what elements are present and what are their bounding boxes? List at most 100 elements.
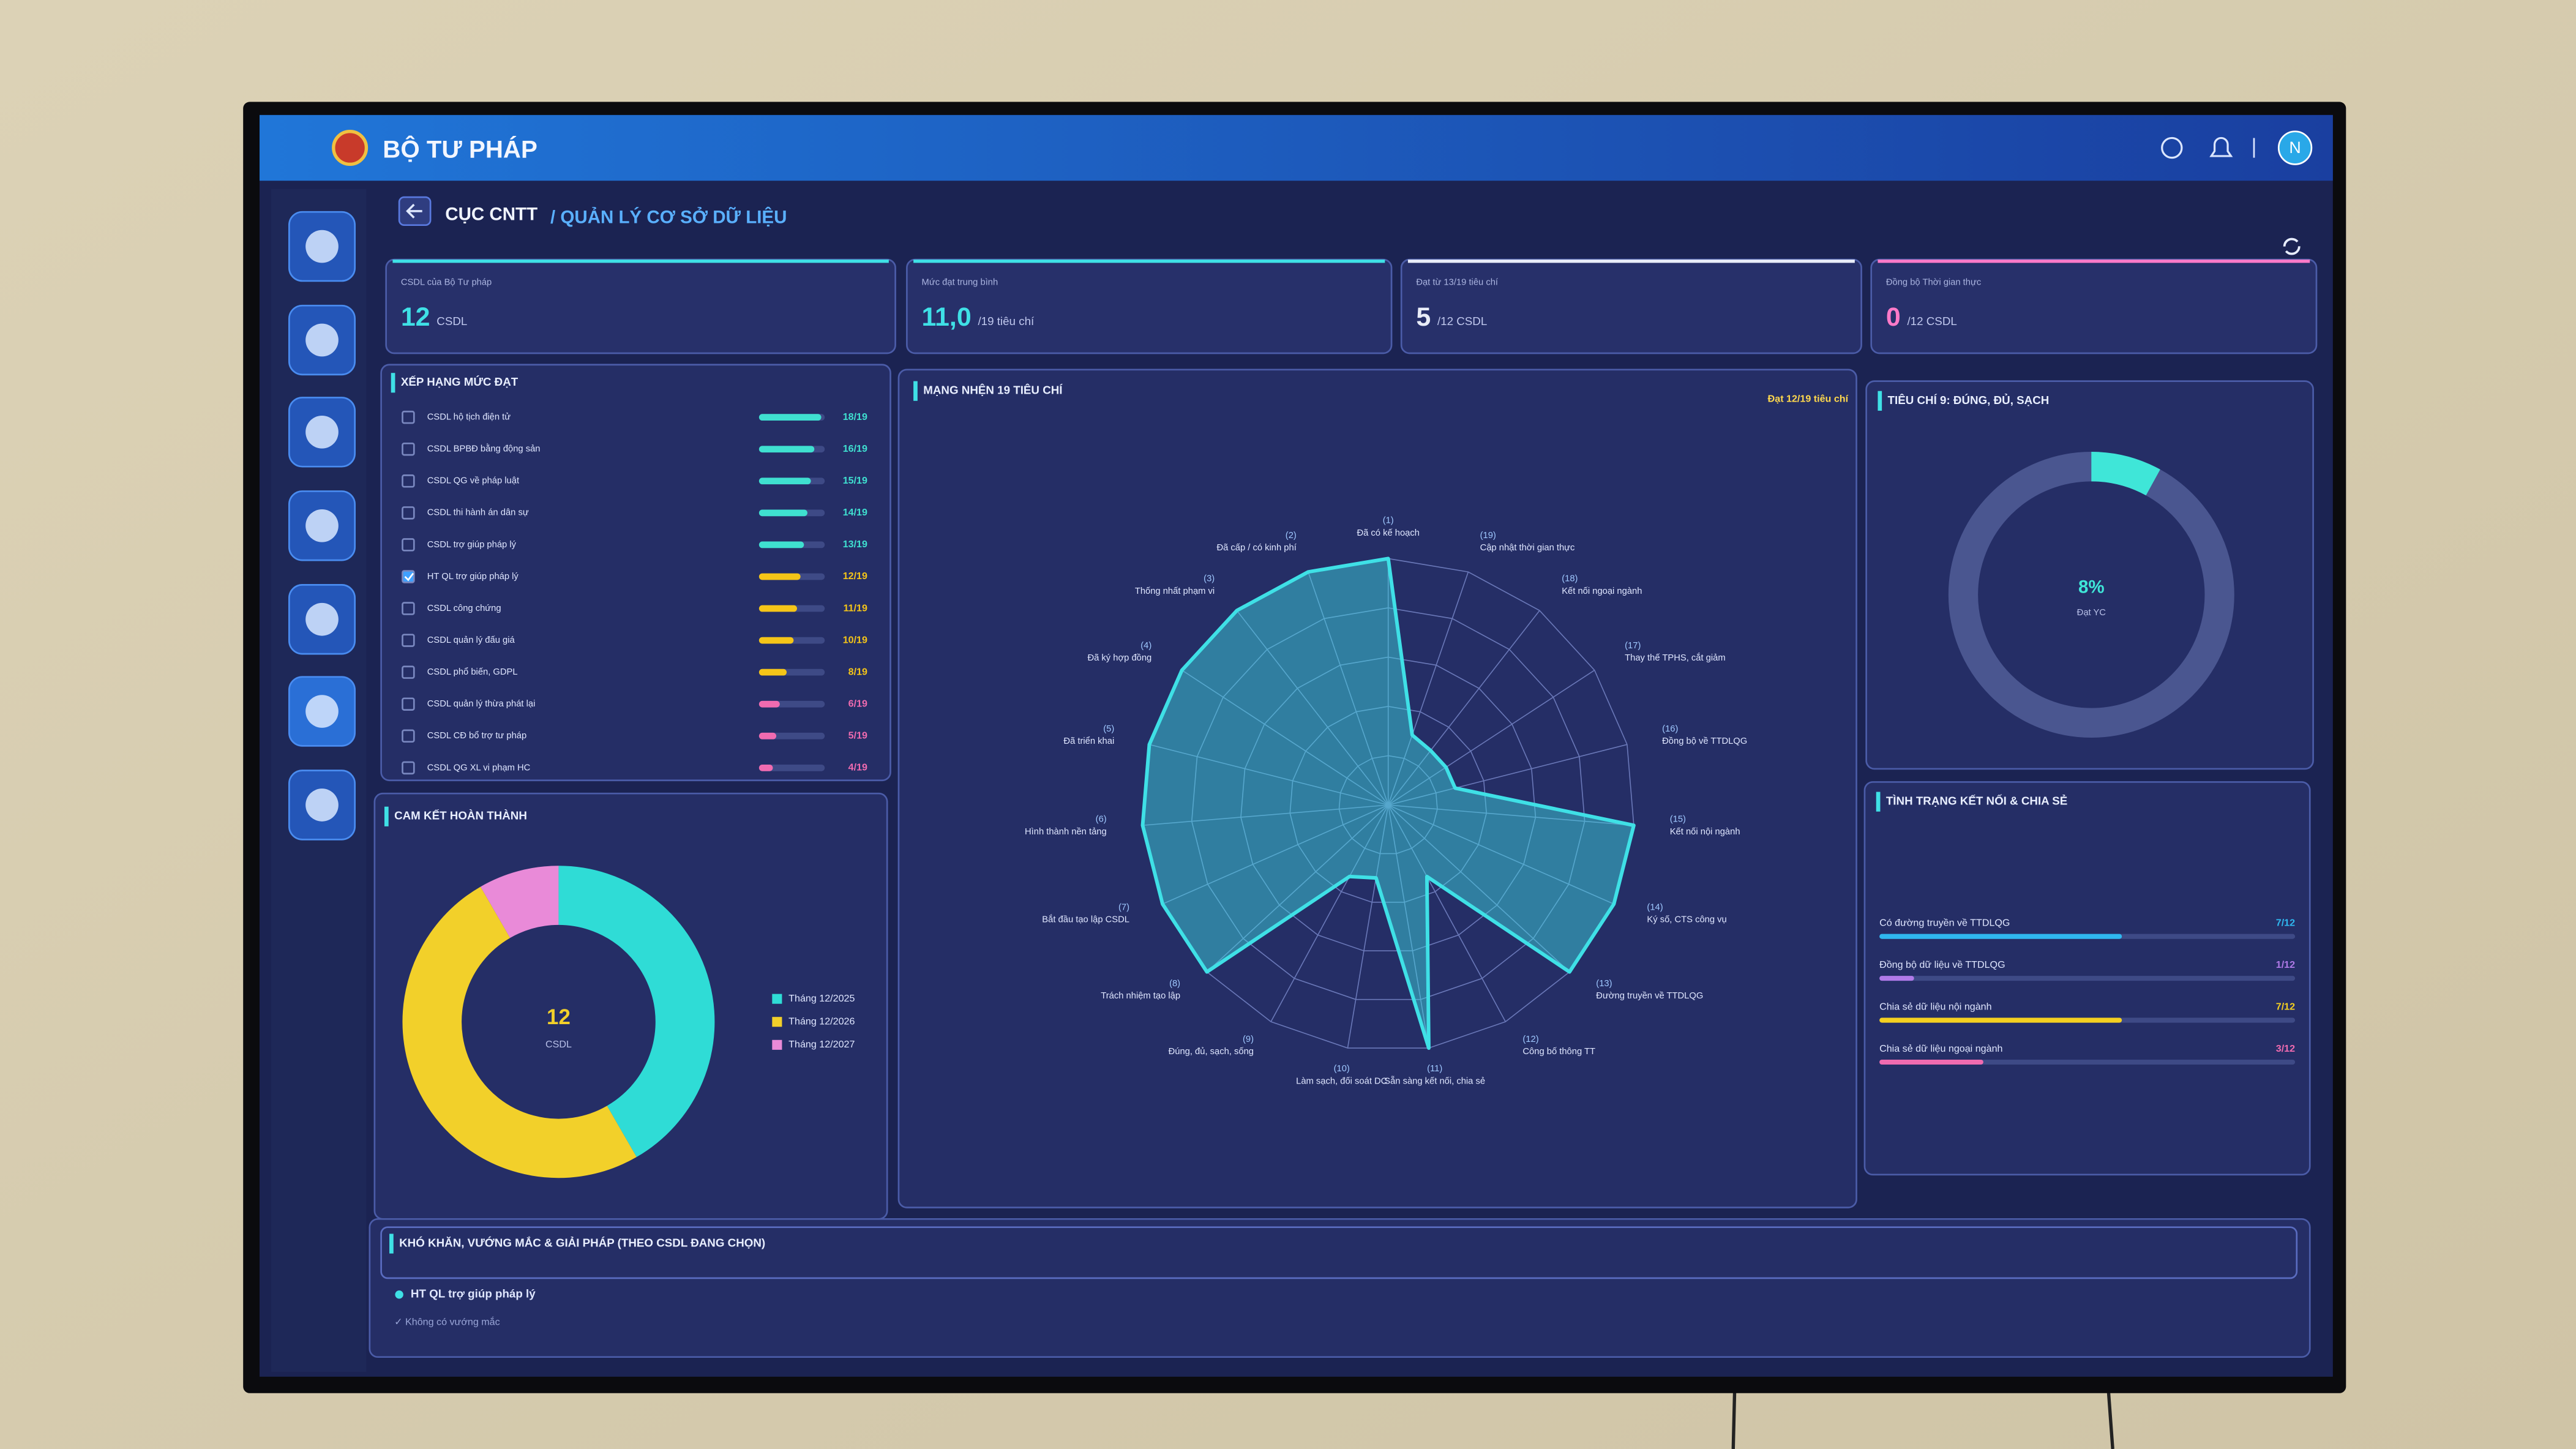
row-name: CSDL QG XL vi phạm HC [427,763,531,773]
row-name: CSDL QG về pháp luật [427,476,519,486]
back-arrow [406,203,422,219]
spoke [1388,610,1540,806]
axis-label: Đã ký hợp đồng [1087,653,1151,663]
stat-value: 0 [1886,302,1901,332]
legend-swatch [772,1039,782,1050]
donut-center-value: 12 [547,1005,571,1029]
grid-ring [1240,656,1537,952]
row-checkbox[interactable] [402,602,415,615]
axis-label: Cập nhật thời gian thực [1480,543,1575,553]
row-checkbox[interactable] [402,570,415,583]
row-checkbox[interactable] [402,474,415,488]
metric-name: Đồng bộ dữ liệu về TTDLQG [1879,959,2005,970]
metric-name: Chia sẻ dữ liệu ngoại ngành [1879,1043,2002,1054]
brand: BỘ TƯ PHÁP [383,135,537,163]
axis-code: (14) [1647,903,1663,913]
bar [758,477,811,485]
avatar[interactable] [2277,130,2313,165]
spoke [1387,804,1507,1022]
spoke [1387,571,1469,806]
help-icon[interactable] [2161,137,2183,159]
donut-segment [402,886,637,1178]
spoke [1162,804,1389,905]
axis-label: Đã có kế hoạch [1357,528,1420,538]
stat-card-accent [1878,260,2310,263]
axis-label: Đã triển khai [1063,736,1114,746]
value-label: 13/19 [843,539,867,550]
spoke [1142,804,1388,826]
panel-title: MẠNG NHỆN 19 TIÊU CHÍ [923,384,1063,397]
issue-note: ✓ Không có vướng mắc [394,1316,500,1328]
legend-swatch [772,1017,782,1027]
spoke [1388,744,1628,806]
top-bar [260,114,2333,181]
row-name: CSDL phổ biến, GDPL [427,667,518,677]
stat-label: Đồng bộ Thời gian thực [1886,277,1981,287]
row-checkbox[interactable] [402,729,415,743]
legend-label: Tháng 12/2027 [788,1039,855,1050]
title-accent [913,381,918,401]
nav-icon [305,509,339,542]
row-checkbox[interactable] [402,410,415,424]
bar [1879,1059,1983,1065]
spoke [1388,804,1614,905]
grid-ring [1289,706,1487,903]
issues-header-box [380,1226,2298,1279]
row-name: HT QL trợ giúp pháp lý [427,572,519,582]
bar [1879,934,2122,939]
stat-unit: /12 CSDL [1437,315,1487,328]
axis-label: Công bố thông TT [1522,1047,1595,1057]
panel-title: CAM KẾT HOÀN THÀNH [394,809,527,822]
stat-card-accent [913,260,1385,263]
logo [332,130,369,167]
axis-label: Đồng bộ về TTDLQG [1662,736,1747,746]
axis-label: Thống nhất phạm vi [1135,586,1215,596]
panel-title: XẾP HẠNG MỨC ĐẠT [401,375,519,388]
stat-label: CSDL của Bộ Tư pháp [401,277,492,287]
stat-label: Đạt từ 13/19 tiêu chí [1416,277,1499,287]
axis-code: (3) [1204,574,1215,584]
value-label: 1/12 [2276,959,2295,970]
radar-note: Đạt 12/19 tiêu chí [1768,393,1849,404]
row-checkbox[interactable] [402,697,415,711]
bar [758,414,822,421]
row-checkbox[interactable] [402,634,415,647]
row-name: CSDL quản lý đấu giá [427,635,515,645]
radar-area [1140,556,1636,1050]
axis-code: (2) [1286,531,1297,541]
bar [758,446,815,453]
stat-value: 12 [401,302,430,332]
bell-icon[interactable] [2209,137,2233,157]
row-checkbox[interactable] [402,538,415,552]
bar [758,732,777,739]
stat-unit: /12 CSDL [1907,315,1956,328]
axis-label: Kết nối nội ngành [1670,827,1740,837]
bar [758,764,773,771]
axis-code: (13) [1596,979,1612,989]
value-label: 14/19 [843,507,867,518]
value-label: 18/19 [843,411,867,422]
stat-unit: /19 tiêu chí [978,315,1035,328]
refresh-button[interactable] [2283,238,2301,255]
spoke [1236,610,1389,806]
axis-label: Trách nhiệm tạo lập [1101,991,1180,1001]
nav-icon [305,788,339,822]
row-checkbox[interactable] [402,506,415,520]
row-checkbox[interactable] [402,665,415,679]
row-name: CSDL hộ tịch điện tử [427,413,511,422]
stat-unit: CSDL [436,315,467,328]
nav-icon [305,602,339,636]
row-checkbox[interactable] [402,761,415,775]
stat-label: Mức đạt trung bình [922,277,998,287]
title-accent [391,373,395,393]
value-label: 12/19 [843,571,867,582]
legend-label: Tháng 12/2026 [788,1016,855,1027]
stat-card-accent [1407,260,1855,263]
axis-code: (6) [1096,815,1107,825]
row-name: CSDL công chứng [427,604,501,613]
stat-card [385,258,896,354]
axis-code: (16) [1662,724,1678,734]
bar [1879,976,1914,981]
row-checkbox[interactable] [402,442,415,456]
